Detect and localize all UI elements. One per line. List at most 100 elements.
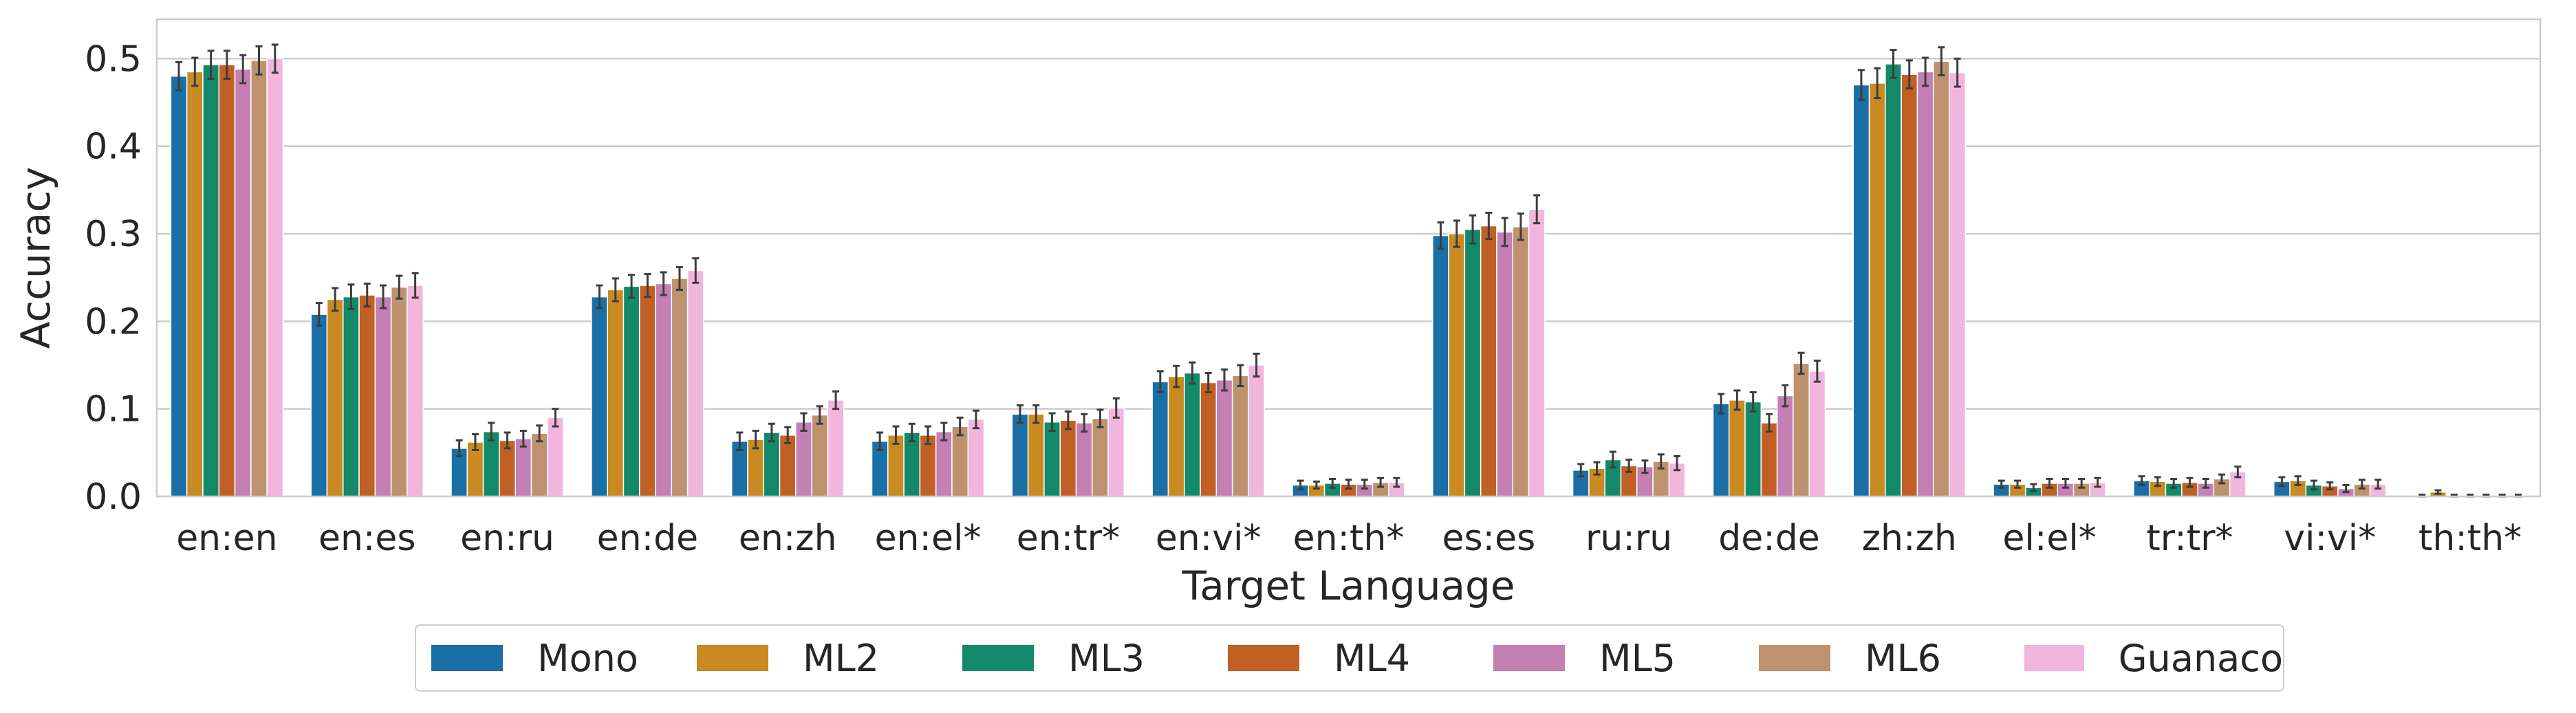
error-bar [1797, 351, 1805, 375]
bar [951, 426, 969, 497]
error-bar [1297, 479, 1304, 491]
x-tick-label: vi:vi* [2284, 518, 2376, 559]
error-bar [2061, 478, 2069, 489]
bar [1916, 71, 1934, 497]
bar [1776, 395, 1794, 497]
x-tick-label: en:de [597, 518, 698, 559]
error-bar [504, 431, 511, 450]
error-bar [2186, 476, 2194, 488]
error-bar [2138, 475, 2145, 486]
x-tick-label: en:ru [460, 518, 554, 559]
bar [795, 421, 812, 497]
y-tick-labels: 0.0 0.1 0.2 0.3 0.4 0.5 [85, 39, 142, 518]
error-bar [2278, 476, 2286, 487]
error-bar [816, 405, 823, 425]
error-bar [1096, 408, 1104, 428]
bar [1432, 234, 1449, 497]
legend-item: ML3 [962, 637, 1213, 680]
bar [811, 414, 829, 497]
bar [343, 296, 360, 497]
bar [1151, 381, 1169, 497]
error-bar [2294, 475, 2302, 486]
bar [1712, 403, 1730, 497]
bar [591, 296, 608, 497]
legend-item: ML5 [1493, 637, 1744, 680]
error-bar [2218, 473, 2226, 485]
error-bar [1204, 371, 1212, 393]
bar [1075, 422, 1093, 497]
legend-swatch [1493, 645, 1565, 671]
error-bar [2046, 478, 2053, 489]
error-bar [1874, 67, 1881, 100]
error-bar [191, 56, 199, 87]
error-bar [2014, 479, 2022, 489]
legend-label: ML3 [1068, 636, 1145, 680]
error-bar [175, 61, 183, 91]
x-tick-label: th:th* [2418, 518, 2522, 559]
error-bar [1345, 479, 1352, 490]
x-tick-label: zh:zh [1862, 518, 1957, 559]
error-bar [1081, 413, 1088, 433]
error-bar [1032, 404, 1040, 424]
error-bar [752, 429, 759, 450]
error-bar [1938, 46, 1945, 76]
bar [1167, 375, 1185, 497]
x-tick-label: de:de [1718, 518, 1820, 559]
legend-swatch [1228, 645, 1299, 671]
error-bar [1237, 364, 1244, 388]
bar [234, 68, 252, 497]
error-bar [380, 284, 387, 309]
x-tick-label: ru:ru [1585, 518, 1672, 559]
error-bar [488, 421, 495, 442]
error-bar [1173, 364, 1180, 388]
bar [1932, 61, 1950, 497]
bar [827, 399, 845, 497]
error-bar [396, 274, 403, 300]
error-bar [1641, 459, 1649, 474]
error-bar [1189, 361, 1196, 385]
bar [390, 286, 408, 497]
error-bar [2094, 476, 2101, 488]
bar [1215, 379, 1233, 497]
bar [1248, 364, 1265, 497]
error-bar [1112, 397, 1120, 419]
error-bar [956, 416, 964, 437]
y-tick-label: 0.5 [85, 39, 142, 80]
error-bar [611, 277, 619, 303]
error-bar [628, 274, 636, 299]
bar [1744, 401, 1762, 497]
bar [671, 278, 689, 497]
error-bar [1437, 221, 1444, 250]
bar [1059, 419, 1077, 497]
error-bar [2310, 479, 2317, 491]
bar [358, 294, 376, 497]
error-bar [675, 265, 683, 291]
error-bar [1609, 450, 1616, 469]
grid-lines [157, 58, 2540, 498]
bar [1728, 399, 1746, 497]
error-bar [1733, 389, 1741, 411]
error-bar [1998, 479, 2005, 489]
error-bar [1329, 478, 1336, 489]
bar [1760, 422, 1778, 497]
error-bar [644, 273, 651, 298]
error-bar [2434, 489, 2442, 495]
error-bar [271, 43, 279, 74]
bar [1027, 413, 1045, 497]
y-tick-label: 0.1 [85, 389, 142, 430]
bar [1868, 83, 1886, 497]
bar [967, 419, 985, 497]
bar [1901, 74, 1918, 497]
error-bar [239, 54, 247, 85]
x-tick-labels: en:en en:es en:ru en:de en:zh en:el* en:tr* en:… [176, 518, 2522, 559]
error-bar [1016, 404, 1024, 424]
x-axis-label: Target Language [1181, 562, 1515, 609]
bar-chart: 0.00.10.20.30.40.5 en:en en:es en:ru en:de e… [12, 18, 2542, 609]
error-bar [2078, 478, 2086, 489]
error-bar [1577, 463, 1585, 478]
error-bar [363, 283, 371, 308]
bar [1231, 375, 1249, 497]
error-bar [1485, 211, 1493, 241]
legend-label: ML6 [1865, 636, 1942, 680]
x-tick-label: en:th* [1293, 518, 1405, 559]
